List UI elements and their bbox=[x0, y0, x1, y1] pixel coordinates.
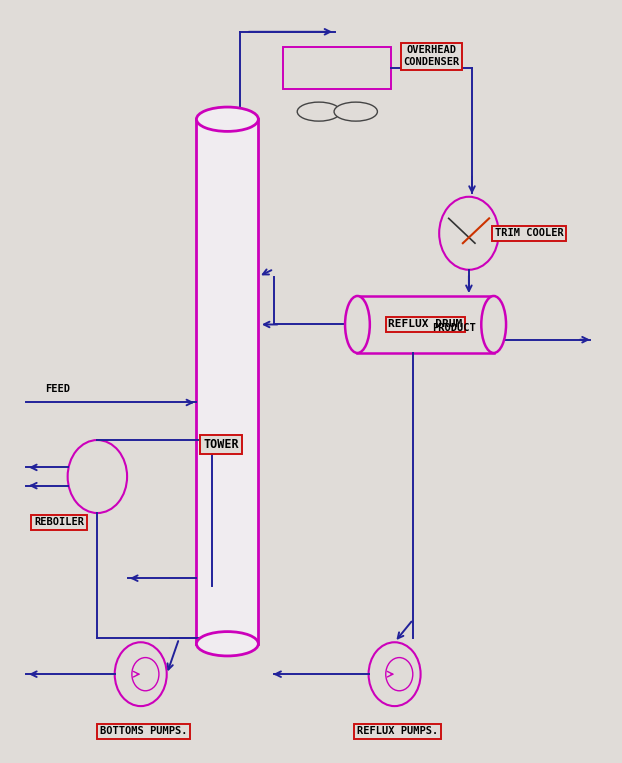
Circle shape bbox=[439, 197, 499, 270]
Circle shape bbox=[68, 440, 127, 513]
Text: REBOILER: REBOILER bbox=[34, 517, 84, 527]
Ellipse shape bbox=[197, 107, 258, 131]
Text: BOTTOMS PUMPS.: BOTTOMS PUMPS. bbox=[100, 726, 188, 736]
Text: TRIM COOLER: TRIM COOLER bbox=[494, 228, 564, 238]
Bar bbox=[197, 119, 258, 644]
Circle shape bbox=[369, 642, 420, 706]
Circle shape bbox=[132, 658, 159, 691]
Ellipse shape bbox=[334, 102, 378, 121]
Ellipse shape bbox=[345, 296, 370, 353]
Text: TOWER: TOWER bbox=[203, 438, 239, 451]
Bar bbox=[283, 47, 391, 89]
Text: REFLUX PUMPS.: REFLUX PUMPS. bbox=[357, 726, 439, 736]
Text: REFLUX DRUM: REFLUX DRUM bbox=[388, 320, 463, 330]
Text: FEED: FEED bbox=[45, 384, 70, 394]
Ellipse shape bbox=[481, 296, 506, 353]
Text: OVERHEAD
CONDENSER: OVERHEAD CONDENSER bbox=[404, 45, 460, 67]
Ellipse shape bbox=[297, 102, 341, 121]
Bar bbox=[358, 296, 494, 353]
Ellipse shape bbox=[197, 632, 258, 656]
Circle shape bbox=[114, 642, 167, 706]
Text: PRODUCT: PRODUCT bbox=[432, 323, 475, 333]
Circle shape bbox=[386, 658, 413, 691]
